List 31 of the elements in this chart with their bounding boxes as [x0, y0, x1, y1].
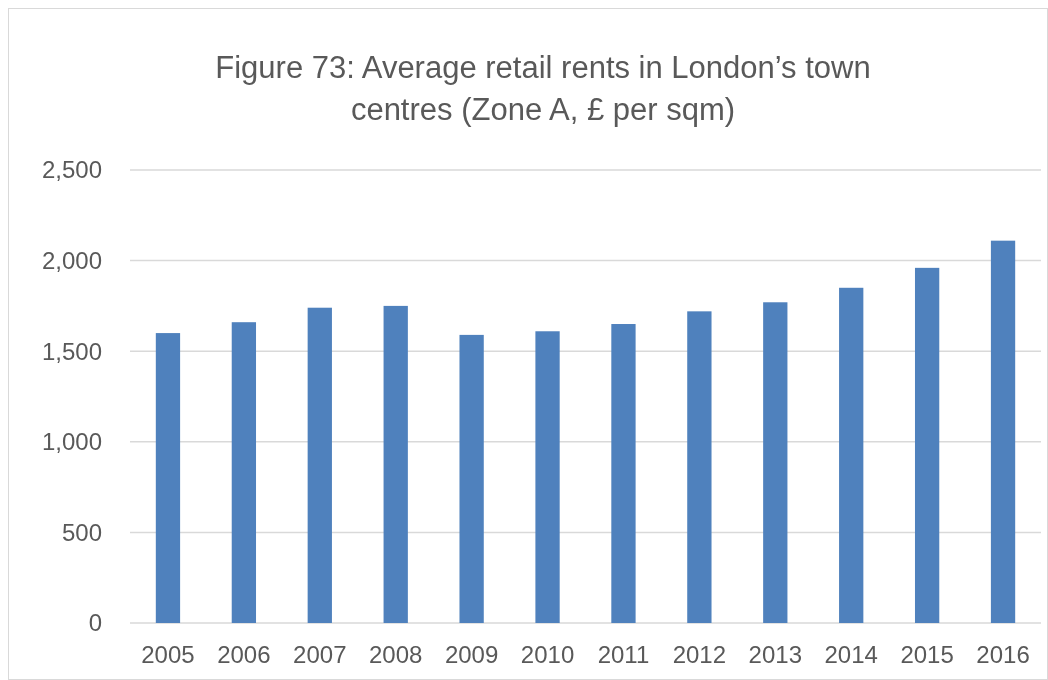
y-tick-label: 500: [61, 518, 102, 546]
y-tick-label: 2,500: [41, 156, 102, 184]
x-tick-label: 2010: [520, 641, 575, 668]
x-tick-label: 2008: [369, 641, 423, 668]
x-tick-label: 2007: [293, 641, 347, 668]
x-tick-label: 2012: [672, 641, 727, 668]
bar: [611, 324, 636, 623]
y-tick-label: 1,000: [41, 428, 102, 456]
bar: [763, 302, 788, 623]
x-tick-label: 2014: [824, 641, 878, 668]
x-tick-label: 2013: [748, 641, 802, 668]
bar: [687, 311, 712, 623]
y-tick-label: 2,000: [41, 247, 102, 274]
bar: [383, 305, 408, 623]
bar: [459, 334, 484, 623]
x-tick-label: 2009: [444, 641, 499, 668]
bar: [535, 331, 560, 623]
x-tick-label: 2015: [900, 641, 954, 668]
x-tick-label: 2006: [217, 641, 271, 668]
x-tick-label: 2016: [976, 641, 1030, 668]
bar: [990, 240, 1016, 623]
x-tick-label: 2005: [141, 641, 195, 668]
bar: [231, 322, 257, 623]
y-tick-label: 1,500: [41, 337, 102, 365]
bar: [914, 267, 940, 623]
bar: [155, 333, 181, 623]
x-tick-label: 2011: [597, 641, 650, 668]
bar: [307, 307, 332, 623]
bar: [839, 287, 864, 623]
y-tick-label: 0: [88, 609, 102, 637]
chart-title: Figure 73: Average retail rents in London’s town centres (Zone A, £ per sqm): [215, 50, 871, 127]
